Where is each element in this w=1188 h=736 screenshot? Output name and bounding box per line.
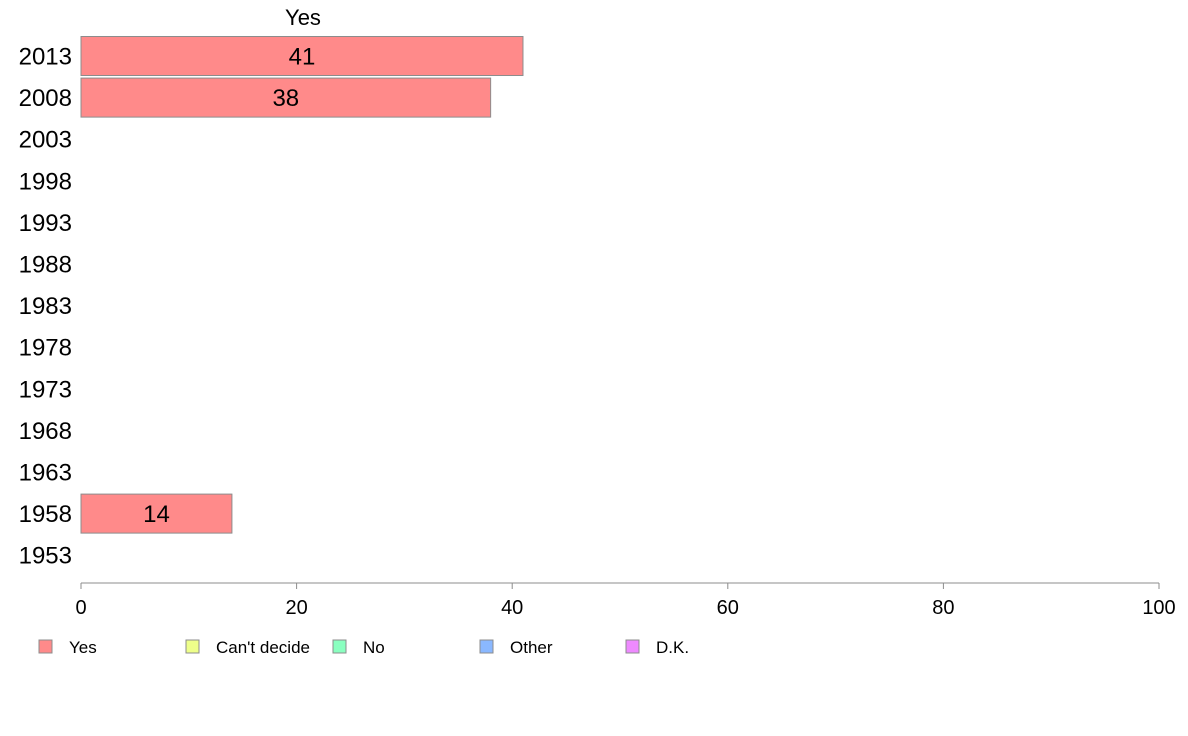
segment-header: Yes [285, 5, 321, 30]
year-label-2003: 2003 [19, 127, 72, 154]
year-label-2013: 2013 [19, 44, 72, 71]
x-tick-label-80: 80 [932, 597, 954, 619]
legend-label-no: No [363, 638, 385, 657]
year-label-1958: 1958 [19, 501, 72, 528]
legend-label-other: Other [510, 638, 553, 657]
bar-labels: 41 38 14 [143, 44, 315, 529]
x-tick-label-0: 0 [75, 597, 86, 619]
bar-value-label-2013: 41 [289, 44, 316, 71]
legend-swatch-other [479, 639, 494, 654]
year-label-1993: 1993 [19, 210, 72, 237]
x-tick-label-20: 20 [285, 597, 307, 619]
legend: Yes Can't decide No Other D.K. [38, 638, 689, 657]
legend-label-can-t-decide: Can't decide [216, 638, 310, 657]
legend-swatch-d-k [625, 639, 640, 654]
x-tick-label-40: 40 [501, 597, 523, 619]
year-labels: 2013 2008 2003 1998 1993 1988 1983 1978 1973 1968… [19, 44, 72, 570]
legend-swatch-can-t-decide [185, 639, 200, 654]
bar-yes-1958 [80, 493, 233, 534]
bar-yes-2008 [80, 77, 492, 118]
year-label-1983: 1983 [19, 293, 72, 320]
x-tick-label-100: 100 [1142, 597, 1175, 619]
year-label-1973: 1973 [19, 376, 72, 403]
year-label-1978: 1978 [19, 335, 72, 362]
year-label-1963: 1963 [19, 460, 72, 487]
legend-label-yes: Yes [69, 638, 97, 657]
legend-swatch-yes [38, 639, 53, 654]
year-label-1988: 1988 [19, 252, 72, 279]
year-label-1953: 1953 [19, 543, 72, 570]
year-label-1968: 1968 [19, 418, 72, 445]
x-tick-label-60: 60 [717, 597, 739, 619]
bar-yes-2013 [80, 36, 524, 76]
bars [80, 36, 524, 534]
bar-value-label-2008: 38 [272, 85, 299, 112]
year-label-2008: 2008 [19, 85, 72, 112]
year-label-1998: 1998 [19, 168, 72, 195]
legend-swatch-no [332, 639, 347, 654]
legend-label-d-k: D.K. [656, 638, 689, 657]
bar-value-label-1958: 14 [143, 501, 170, 528]
x-axis: 0 20 40 60 80 100 [75, 582, 1176, 619]
